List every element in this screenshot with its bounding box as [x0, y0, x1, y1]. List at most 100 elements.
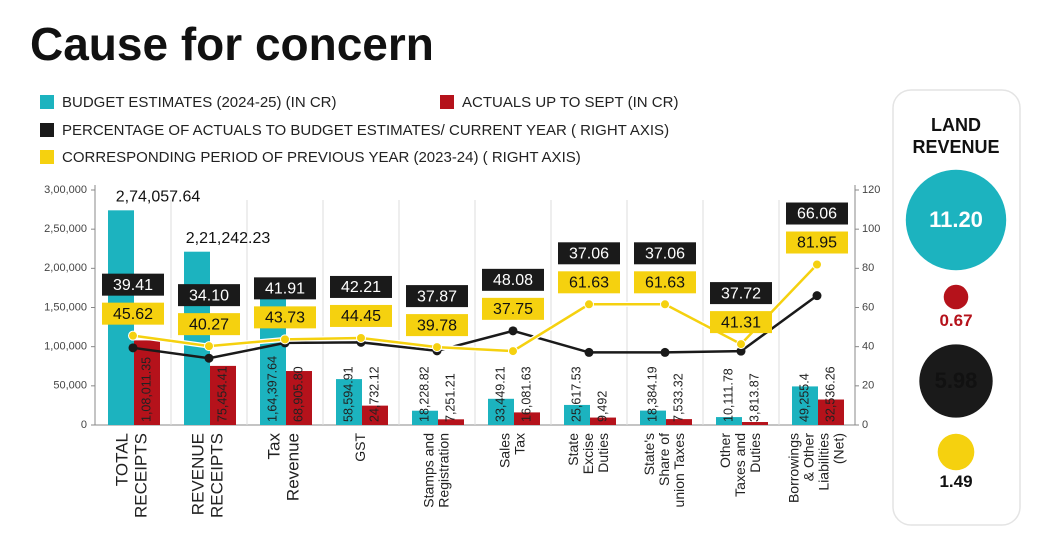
line-label-box — [102, 273, 164, 296]
x-tick-label: Stamps andRegistration — [420, 433, 451, 508]
x-tick-label: Borrowings& OtherLiabilities(Net) — [785, 433, 846, 503]
line-point — [508, 346, 518, 357]
bar-value-label: 75,454.41 — [215, 366, 229, 422]
bar-value-label: 1,08,011.35 — [139, 357, 153, 422]
panel-value-label: 0.67 — [939, 311, 972, 330]
line-value-label: 39.41 — [113, 277, 153, 294]
line-value-label: 45.62 — [113, 306, 153, 323]
line-value-label: 44.45 — [341, 308, 381, 325]
line-value-label: 37.87 — [417, 288, 457, 305]
line-label-box — [634, 271, 696, 294]
line-point — [660, 347, 670, 357]
y-tick-label: 0 — [81, 419, 87, 431]
bar-value-label: 68,905.80 — [291, 366, 305, 422]
bar-value-label: 7,533.32 — [671, 373, 685, 422]
line-value-label: 43.73 — [265, 310, 305, 327]
y2-tick-label: 60 — [862, 301, 874, 313]
line-point — [584, 347, 594, 357]
line-label-box — [254, 306, 316, 329]
legend-label: ACTUALS UP TO SEPT (IN CR) — [462, 94, 678, 111]
bar — [336, 379, 362, 425]
line-label-box — [254, 277, 316, 300]
bar-value-label: 18,228.82 — [417, 366, 431, 422]
bar-value-label: 1,64,397.64 — [265, 356, 279, 422]
y2-tick-label: 120 — [862, 184, 880, 196]
line-point — [356, 332, 366, 343]
legend-swatch — [440, 95, 454, 109]
line-label-box — [102, 302, 164, 325]
line-point — [280, 334, 290, 345]
x-tick-label: SalesTax — [496, 433, 527, 468]
legend-swatch — [40, 150, 54, 164]
x-tick-label: State'sShare ofunion Taxes — [641, 433, 687, 508]
line-value-label: 39.78 — [417, 317, 457, 334]
line-label-box — [786, 202, 848, 225]
bar-value-label: 24,732.12 — [367, 366, 381, 422]
panel-circle — [919, 344, 993, 418]
panel-circle — [943, 284, 969, 310]
x-tick-label: GST — [352, 433, 368, 462]
line-label-box — [482, 268, 544, 291]
panel-title: LAND REVENUE — [912, 115, 999, 157]
line-point — [736, 346, 746, 356]
line-label-box — [178, 284, 240, 307]
line — [132, 263, 818, 353]
bar — [438, 419, 464, 425]
y2-tick-label: 100 — [862, 223, 880, 235]
line-value-label: 41.91 — [265, 281, 305, 298]
bar — [488, 398, 514, 425]
bar-value-label: 3,813.87 — [747, 373, 761, 422]
y-tick-label: 50,000 — [53, 380, 87, 392]
legend-label: PERCENTAGE OF ACTUALS TO BUDGET ESTIMATE… — [62, 122, 669, 139]
line-point — [204, 353, 214, 363]
bar-value-label: 18,384.19 — [645, 366, 659, 422]
line-label-box — [406, 285, 468, 308]
bar — [640, 410, 666, 425]
bar-value-label: 58,594.91 — [341, 366, 355, 422]
bar — [286, 371, 312, 425]
y-tick-label: 1,00,000 — [44, 341, 87, 353]
line-value-label: 61.63 — [569, 275, 609, 292]
panel-value-label: 1.49 — [939, 472, 972, 491]
y-tick-label: 2,00,000 — [44, 262, 87, 274]
x-tick-label: OtherTaxes andDuties — [717, 433, 763, 497]
y-tick-label: 3,00,000 — [44, 184, 87, 196]
line-value-label: 42.21 — [341, 279, 381, 296]
panel-value-label: 11.20 — [929, 207, 983, 232]
panel-circle — [905, 169, 1007, 271]
bar — [716, 417, 742, 425]
line-point — [736, 339, 746, 350]
bar — [412, 410, 438, 425]
y2-tick-label: 40 — [862, 341, 874, 353]
line-label-box — [558, 242, 620, 265]
line-value-label: 37.75 — [493, 301, 533, 318]
line-point — [508, 326, 518, 336]
line-point — [128, 343, 138, 353]
bar-value-label: 25,617.53 — [569, 366, 583, 422]
y-tick-label: 2,50,000 — [44, 223, 87, 235]
line-point — [204, 341, 214, 352]
bar — [792, 386, 818, 425]
line-value-label: 81.95 — [797, 235, 837, 252]
line-label-box — [330, 304, 392, 327]
bar — [818, 399, 844, 425]
line-point — [128, 330, 138, 341]
bar-value-label: 9,492 — [595, 391, 609, 422]
bar — [362, 405, 388, 425]
line — [132, 294, 818, 360]
line-label-box — [330, 275, 392, 298]
line-label-box — [786, 231, 848, 254]
x-tick-label: REVENUERECEIPTS — [189, 433, 227, 518]
legend-label: BUDGET ESTIMATES (2024-25) (IN CR) — [62, 94, 337, 111]
bar-value-label: 10,111.78 — [721, 368, 735, 422]
bar-value-label: 32,536.26 — [823, 366, 837, 422]
line-value-label: 37.06 — [645, 246, 685, 263]
line-value-label: 41.31 — [721, 314, 761, 331]
bar — [514, 412, 540, 425]
line-point — [812, 291, 822, 301]
line-value-label: 34.10 — [189, 287, 229, 304]
x-tick-label: StateExciseDuties — [565, 433, 611, 474]
line-label-box — [558, 271, 620, 294]
bar-value-label: 33,449.21 — [493, 366, 507, 422]
